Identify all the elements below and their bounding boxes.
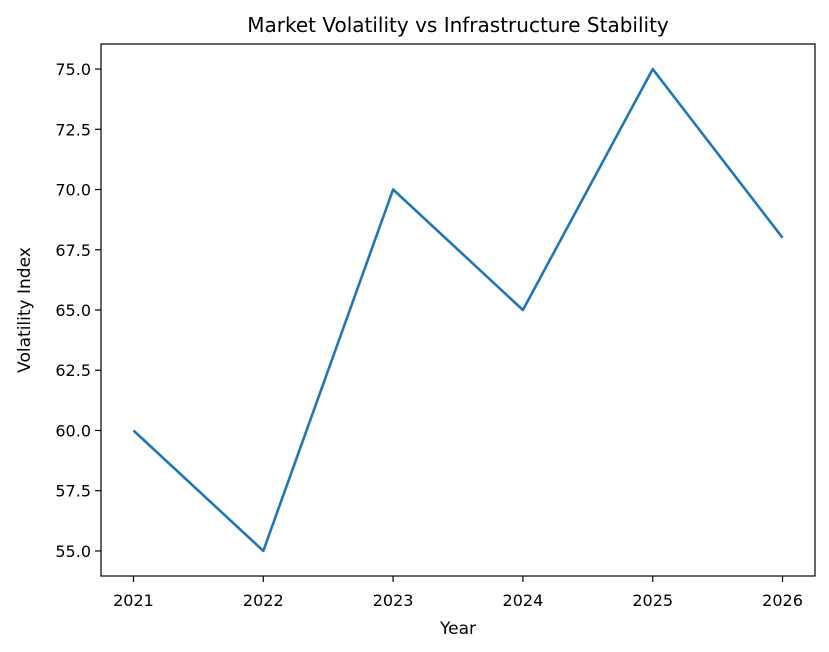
x-tick-label: 2024 [503, 591, 544, 610]
x-tick-label: 2025 [632, 591, 673, 610]
series-layer [132, 67, 784, 553]
x-tick-label: 2021 [113, 591, 154, 610]
y-tick-label: 57.5 [55, 482, 91, 501]
x-tick-label: 2026 [762, 591, 803, 610]
y-tick-label: 60.0 [55, 421, 91, 440]
y-tick-label: 65.0 [55, 301, 91, 320]
y-axis-label: Volatility Index [15, 247, 35, 373]
y-tick-label: 70.0 [55, 181, 91, 200]
x-tick-label: 2023 [373, 591, 414, 610]
series-line [132, 67, 784, 553]
x-tick-label: 2022 [243, 591, 284, 610]
y-axis: 55.0 57.5 60.0 62.5 65.0 67.5 70.0 72.5 75.0 [55, 60, 101, 561]
y-tick-label: 62.5 [55, 361, 91, 380]
y-tick-label: 72.5 [55, 120, 91, 139]
x-axis-label: Year [439, 619, 476, 639]
y-tick-label: 55.0 [55, 542, 91, 561]
y-tick-label: 75.0 [55, 60, 91, 79]
x-axis: 2021 2022 2023 2024 2025 2026 [113, 576, 803, 610]
chart-title: Market Volatility vs Infrastructure Stab… [247, 13, 669, 37]
plot-frame [100, 43, 816, 577]
y-tick-label: 67.5 [55, 241, 91, 260]
